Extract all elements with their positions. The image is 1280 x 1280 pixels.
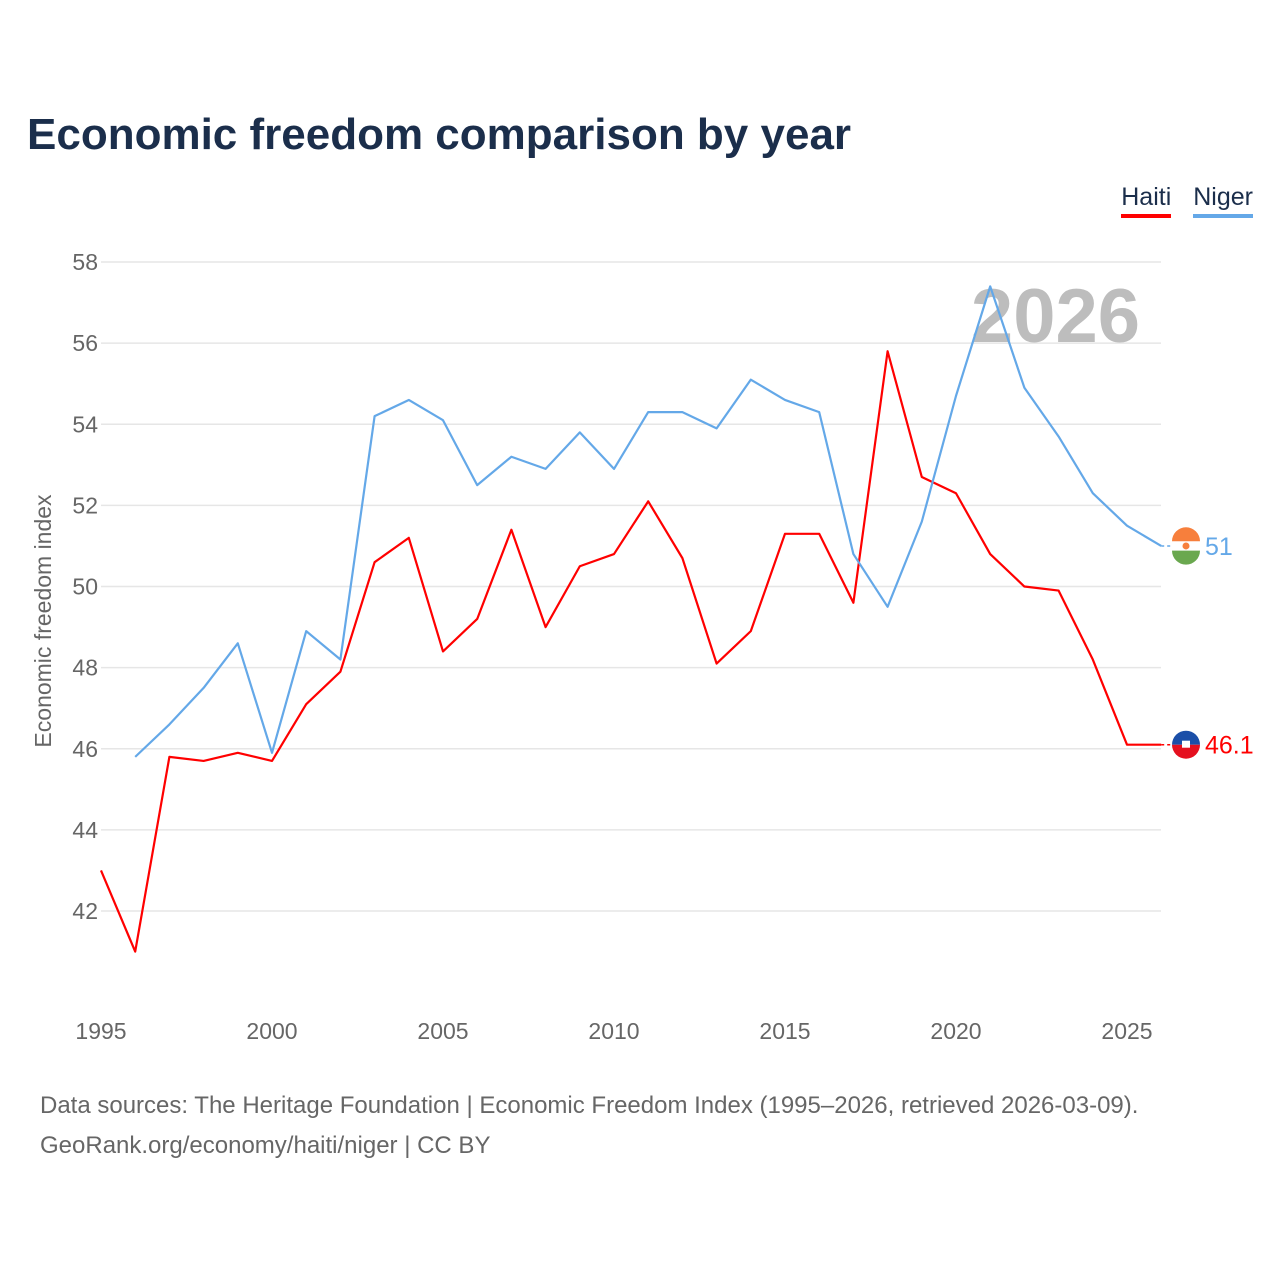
- flag-band-blue: [1172, 730, 1200, 745]
- y-tick-label: 48: [72, 655, 98, 681]
- end-value-label: 51: [1205, 533, 1233, 561]
- series-line-haiti: [99, 350, 1162, 953]
- x-tick-label: 2020: [930, 1018, 981, 1044]
- year-watermark: 2026: [971, 274, 1140, 359]
- y-tick-label: 56: [72, 330, 98, 356]
- chart-title: Economic freedom comparison by year: [27, 110, 852, 159]
- x-tick-label: 2015: [759, 1018, 810, 1044]
- series-line-niger: [134, 285, 1162, 758]
- flag-band-red: [1172, 744, 1200, 759]
- x-tick-label: 2010: [588, 1018, 639, 1044]
- y-tick-label: 50: [72, 574, 98, 600]
- end-value-label: 46.1: [1205, 732, 1254, 760]
- y-tick-label: 54: [72, 411, 98, 437]
- y-tick-label: 46: [72, 736, 98, 762]
- source-note: Data sources: The Heritage Foundation | …: [40, 1086, 1138, 1166]
- legend-niger[interactable]: Niger: [1193, 183, 1253, 218]
- x-tick-label: 1995: [75, 1018, 126, 1044]
- legend: Haiti Niger: [1121, 183, 1253, 218]
- haiti-flag-icon: [1172, 730, 1200, 759]
- y-tick-label: 42: [72, 898, 98, 924]
- y-axis-label: Economic freedom index: [30, 494, 56, 748]
- x-tick-label: 2000: [246, 1018, 297, 1044]
- x-tick-label: 2005: [417, 1018, 468, 1044]
- flag-band-orange: [1172, 527, 1200, 542]
- x-tick-label: 2025: [1101, 1018, 1152, 1044]
- y-tick-label: 58: [72, 249, 98, 275]
- source-line-1: Data sources: The Heritage Foundation | …: [40, 1092, 1139, 1119]
- flag-disc: [1182, 542, 1190, 550]
- source-line-2[interactable]: GeoRank.org/economy/haiti/niger | CC BY: [40, 1132, 491, 1159]
- flag-emblem: [1182, 740, 1190, 748]
- niger-flag-icon: [1172, 527, 1200, 565]
- y-tick-label: 52: [72, 492, 98, 518]
- y-tick-label: 44: [72, 817, 98, 843]
- flag-band-green: [1172, 550, 1200, 565]
- legend-haiti[interactable]: Haiti: [1121, 183, 1172, 218]
